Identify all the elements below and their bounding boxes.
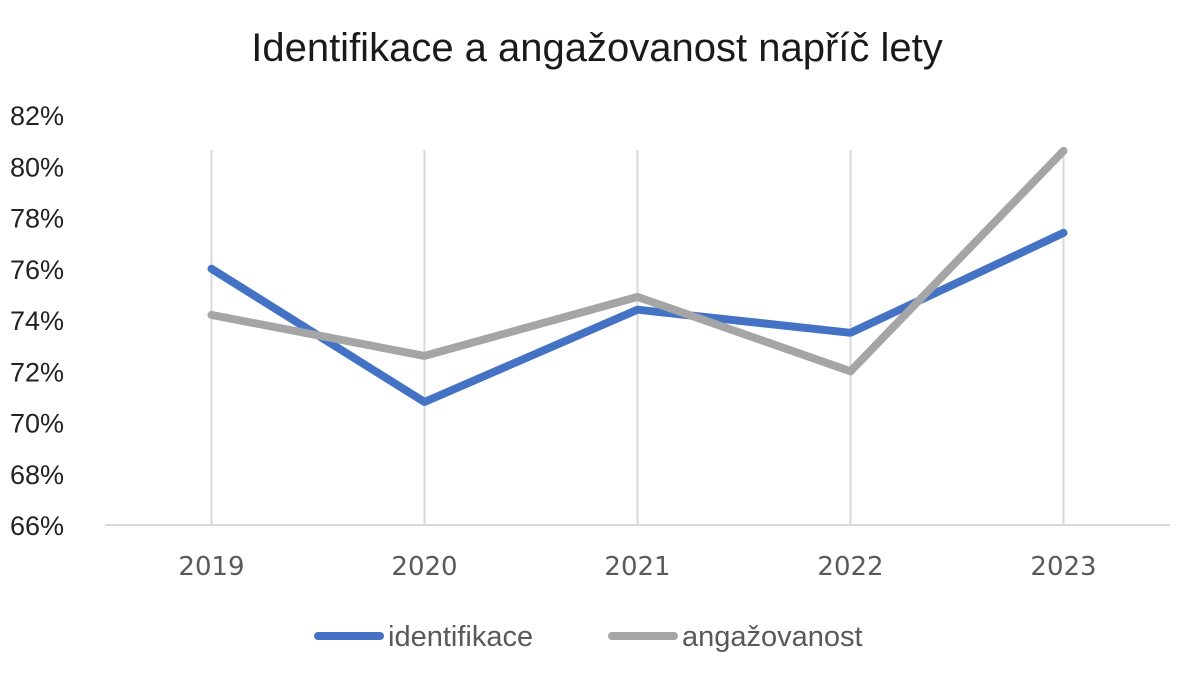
y-tick-label: 72% xyxy=(10,357,64,387)
y-tick-label: 78% xyxy=(10,204,64,234)
y-tick-label: 68% xyxy=(10,460,64,490)
y-tick-label: 70% xyxy=(10,409,64,439)
y-axis-tick-labels: 66% 68% 70% 72% 74% 76% 78% 80% 82% xyxy=(10,101,64,541)
y-tick-label: 76% xyxy=(10,255,64,285)
y-tick-label: 66% xyxy=(10,511,64,541)
y-tick-label: 82% xyxy=(10,101,64,131)
x-tick-label: 2023 xyxy=(1030,552,1096,582)
gridlines xyxy=(210,150,1065,525)
y-tick-label: 74% xyxy=(10,306,64,336)
x-tick-label: 2020 xyxy=(391,552,457,582)
x-axis-tick-labels: 2019 2020 2021 2022 2023 xyxy=(178,552,1096,582)
legend-label: identifikace xyxy=(388,621,533,653)
legend-label: angažovanost xyxy=(682,621,863,653)
legend: identifikace angažovanost xyxy=(314,621,863,653)
legend-item-1: angažovanost xyxy=(608,621,863,653)
series-lines xyxy=(207,146,1068,406)
x-tick-label: 2019 xyxy=(178,552,244,582)
legend-item-0: identifikace xyxy=(314,621,533,653)
y-tick-label: 80% xyxy=(10,152,64,182)
x-tick-label: 2022 xyxy=(817,552,883,582)
chart-title: Identifikace a angažovanost napříč lety xyxy=(251,26,943,70)
x-tick-label: 2021 xyxy=(604,552,670,582)
series-line-1 xyxy=(207,146,1068,376)
